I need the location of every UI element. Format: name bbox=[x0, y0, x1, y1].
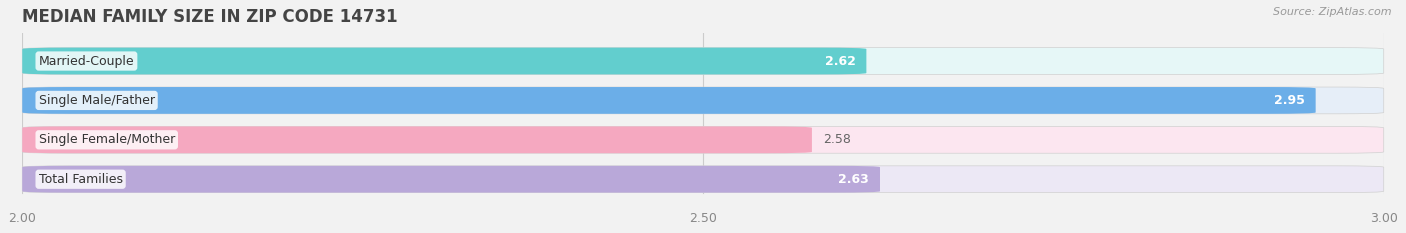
Text: Married-Couple: Married-Couple bbox=[38, 55, 134, 68]
FancyBboxPatch shape bbox=[22, 127, 811, 153]
FancyBboxPatch shape bbox=[22, 127, 1384, 153]
FancyBboxPatch shape bbox=[22, 87, 1384, 114]
Text: MEDIAN FAMILY SIZE IN ZIP CODE 14731: MEDIAN FAMILY SIZE IN ZIP CODE 14731 bbox=[22, 8, 398, 26]
FancyBboxPatch shape bbox=[22, 48, 866, 74]
FancyBboxPatch shape bbox=[22, 87, 1316, 114]
Text: 2.95: 2.95 bbox=[1274, 94, 1305, 107]
FancyBboxPatch shape bbox=[22, 166, 1384, 193]
Text: Single Female/Mother: Single Female/Mother bbox=[38, 133, 174, 146]
FancyBboxPatch shape bbox=[22, 48, 1384, 74]
Text: Total Families: Total Families bbox=[38, 173, 122, 186]
Text: Source: ZipAtlas.com: Source: ZipAtlas.com bbox=[1274, 7, 1392, 17]
Text: Single Male/Father: Single Male/Father bbox=[38, 94, 155, 107]
Text: 2.58: 2.58 bbox=[823, 133, 851, 146]
Text: 2.63: 2.63 bbox=[838, 173, 869, 186]
Text: 2.62: 2.62 bbox=[824, 55, 855, 68]
FancyBboxPatch shape bbox=[22, 166, 880, 193]
